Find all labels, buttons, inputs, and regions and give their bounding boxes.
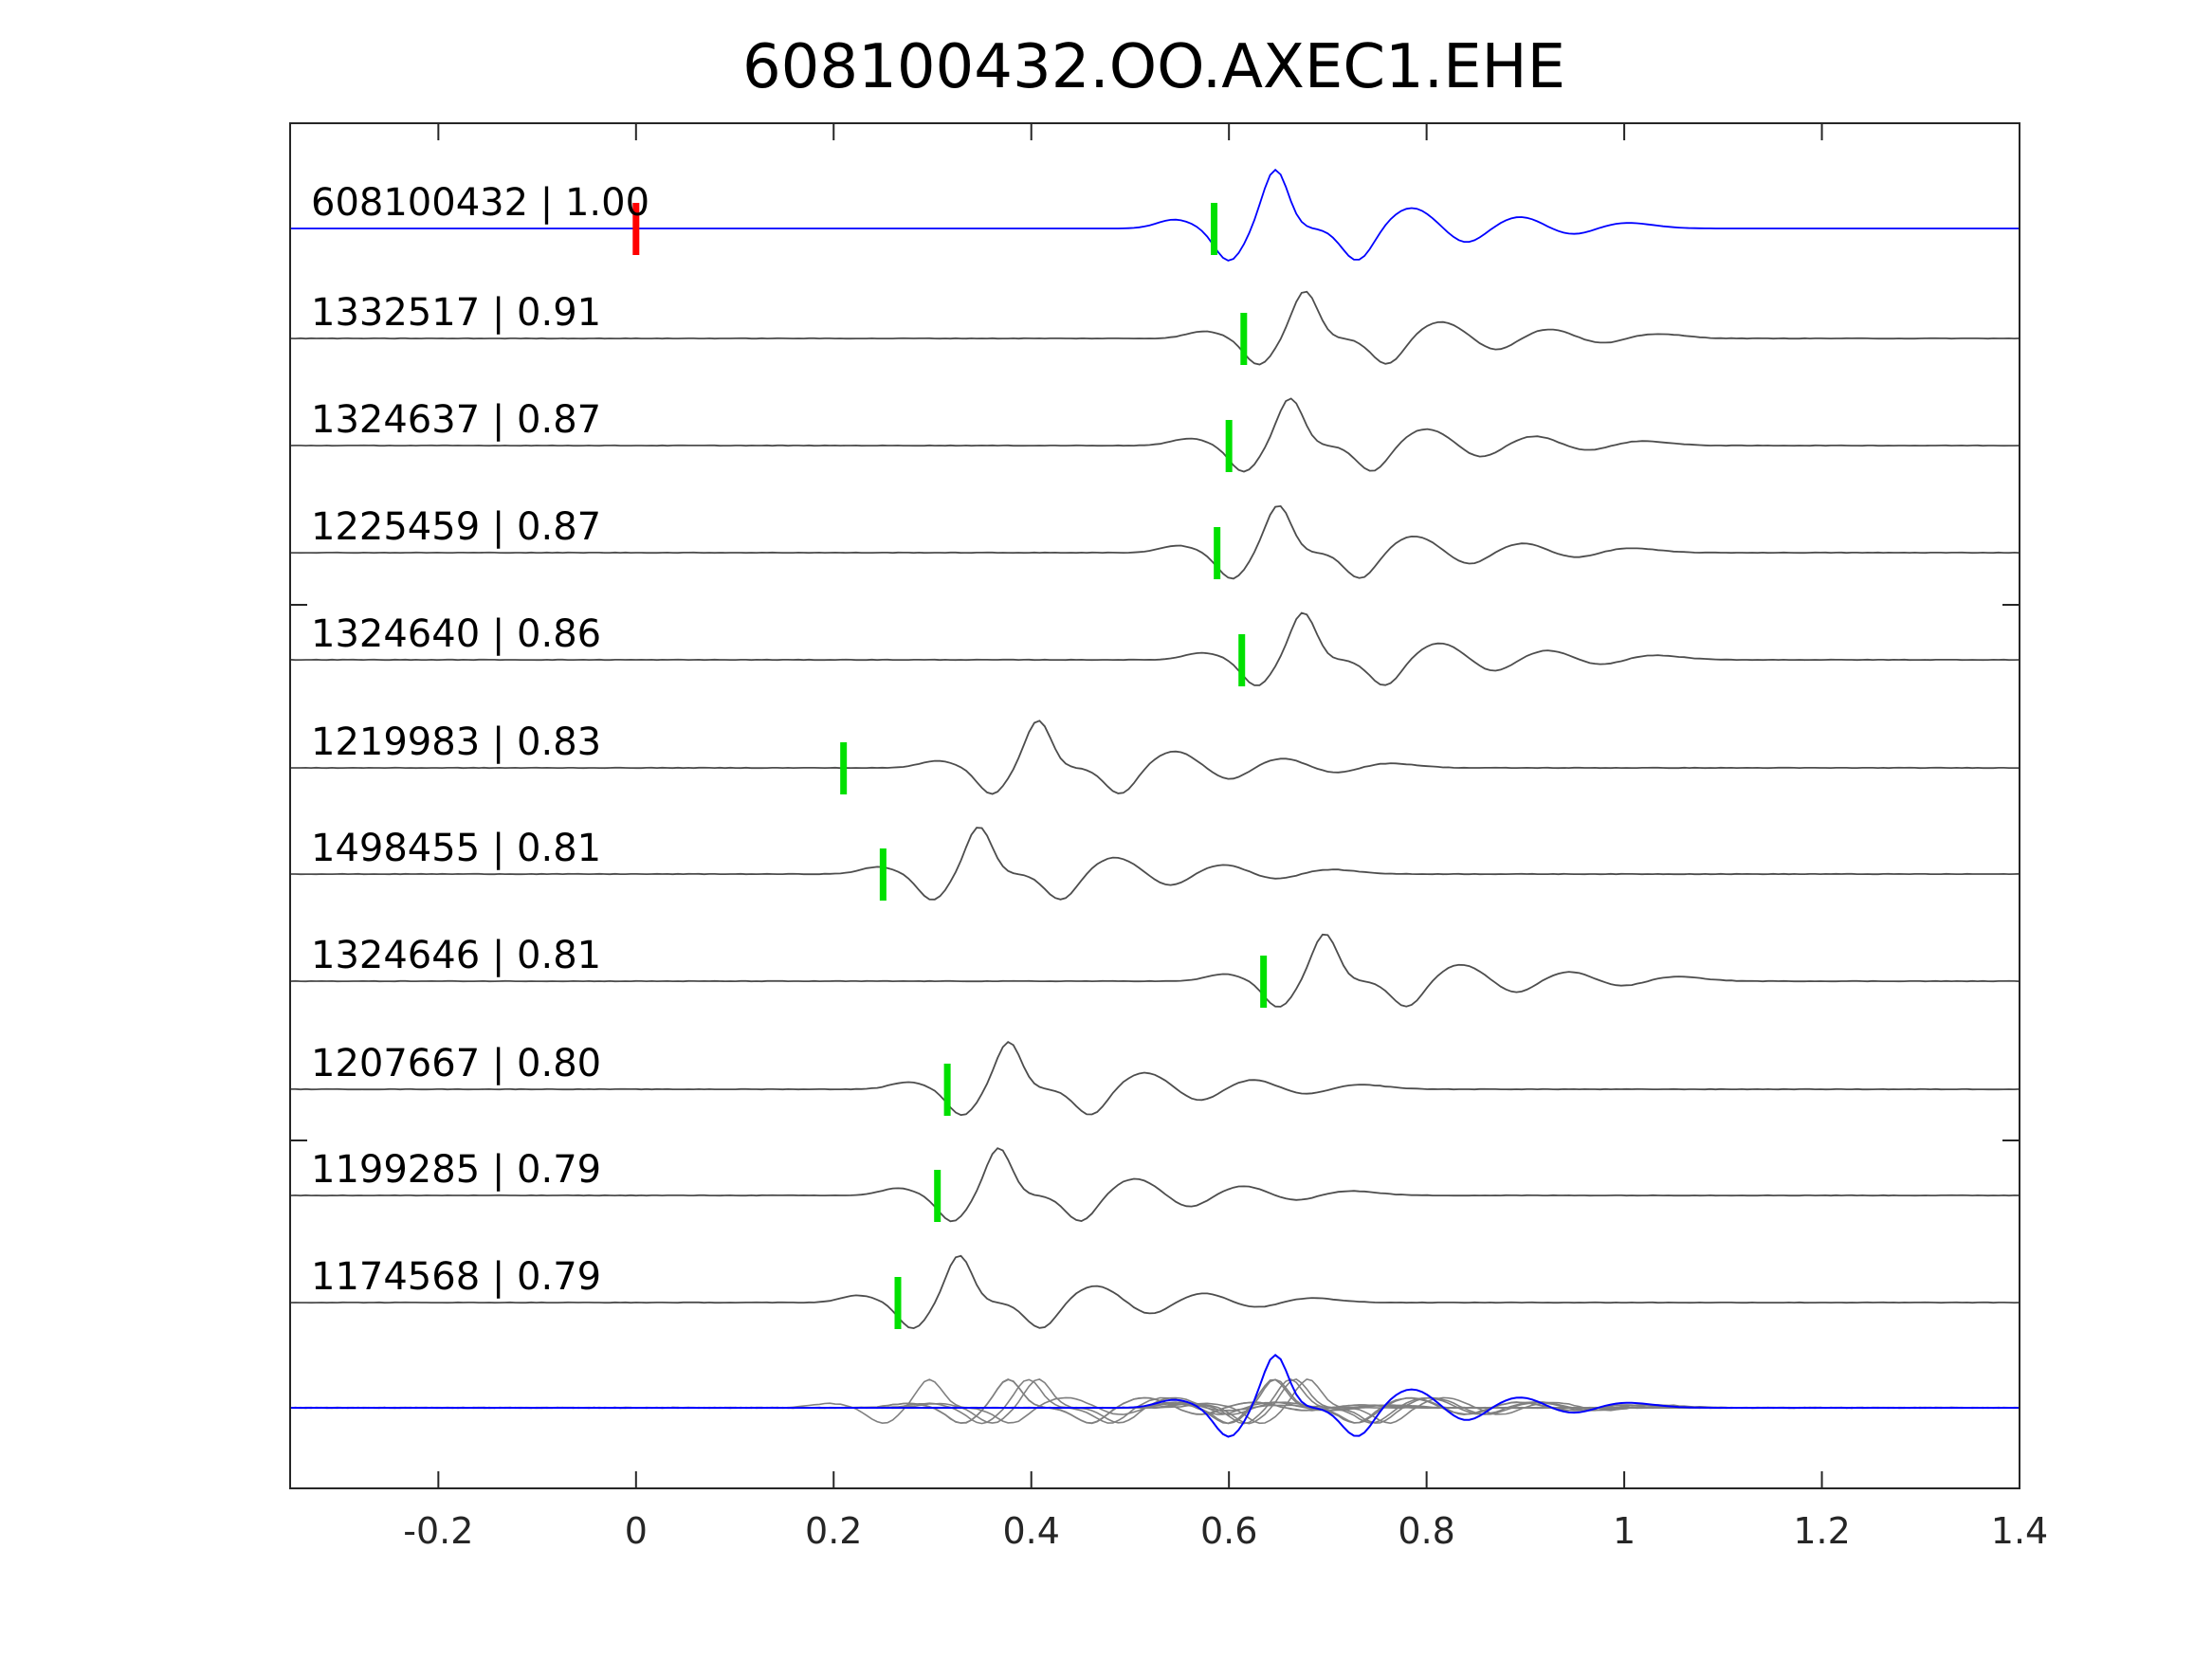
pick-marker-1324640 [1238,634,1246,686]
trace-1219983 [290,720,2020,795]
pick-marker-1225459 [1214,527,1221,579]
axes-box [289,122,2020,1489]
stack-trace-1225459 [289,1378,2020,1425]
plot-area [289,168,2020,1438]
x-tick-label: 0.8 [1398,1510,1454,1552]
trace-label-1324637: 1324637 | 0.87 [311,398,601,442]
pick-marker-1199285 [934,1170,941,1222]
pick-marker-1324637 [1225,420,1233,472]
trace-label-1219983: 1219983 | 0.83 [311,720,601,764]
stack-trace-1324637 [289,1378,2020,1425]
stack-template-trace [290,1353,2020,1438]
x-tick-label: -0.2 [403,1510,473,1552]
trace-label-1174568: 1174568 | 0.79 [311,1255,601,1299]
trace-1332517 [289,290,2020,366]
trace-1324637 [289,397,2020,473]
stack-trace-1324640 [289,1378,2020,1425]
stack-trace-1324646 [289,1378,2020,1425]
trace-1324640 [289,611,2020,686]
trace-1225459 [290,504,2020,580]
trace-label-1225459: 1225459 | 0.87 [311,505,601,549]
x-tick-label: 1.4 [1991,1510,2048,1552]
x-tick-label: 1 [1613,1510,1636,1552]
chart-title: 608100432.OO.AXEC1.EHE [742,32,1565,102]
x-tick-label: 1.2 [1793,1510,1850,1552]
pick-marker-1219983 [840,742,848,794]
trace-label-1498455: 1498455 | 0.81 [311,827,601,870]
x-tick-label: 0.6 [1200,1510,1257,1552]
pick-marker-1207667 [943,1064,951,1116]
pick-marker-1174568 [894,1277,902,1329]
trace-1498455 [290,827,2020,901]
pick-marker-1324646 [1260,956,1268,1008]
trace-labels: 608100432 | 1.00 1332517 | 0.91 1324637 | … [311,181,649,1299]
reference-pick-marker [632,203,640,255]
stack-trace-1199285 [289,1378,2020,1425]
pick-marker-1332517 [1240,313,1248,365]
stack-trace-1207667 [289,1378,2020,1424]
template-label: 608100432 | 1.00 [311,181,649,225]
pick-marker-1498455 [879,848,887,901]
x-tick-label: 0.4 [1002,1510,1059,1552]
trace-1324646 [289,933,2020,1008]
stack-trace-1498455 [289,1378,2020,1425]
x-tick-label: 0.2 [805,1510,862,1552]
trace-label-1324640: 1324640 | 0.86 [311,612,601,656]
template-pick-marker [1211,203,1218,255]
x-tick-label: 0 [625,1510,648,1552]
stack-trace-1219983 [289,1378,2020,1424]
trace-1174568 [289,1254,2020,1330]
stack-trace-1332517 [289,1378,2020,1425]
trace-label-1324646: 1324646 | 0.81 [311,934,601,977]
trace-label-1332517: 1332517 | 0.91 [311,291,601,335]
stack-trace-1174568 [289,1378,2020,1425]
trace-1207667 [289,1040,2020,1117]
x-axis: -0.2 0 0.2 0.4 0.6 0.8 1 1.2 1.4 [290,123,2048,1552]
trace-label-1207667: 1207667 | 0.80 [311,1042,601,1085]
trace-1199285 [289,1147,2020,1223]
template-trace [290,168,2020,262]
trace-label-1199285: 1199285 | 0.79 [311,1148,601,1192]
